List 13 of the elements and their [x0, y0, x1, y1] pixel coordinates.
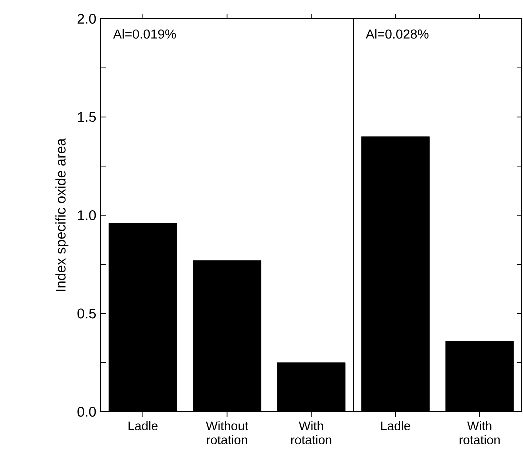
x-tick-label: Without rotation	[206, 421, 248, 445]
annotation: Al=0.028%	[366, 29, 429, 39]
x-tick-label: Ladle	[381, 421, 410, 431]
x-tick-label: With rotation	[291, 421, 332, 445]
y-tick-label: 0.0	[78, 407, 96, 417]
y-tick-label: 1.5	[78, 112, 96, 122]
y-tick-label: 0.5	[78, 308, 96, 319]
x-tick-label: Ladle	[128, 421, 158, 431]
x-tick-label: With rotation	[460, 421, 500, 445]
y-tick-label: 1.0	[78, 210, 96, 220]
annotation: Al=0.019%	[113, 29, 176, 39]
y-tick-label: 2.0	[78, 14, 96, 24]
y-axis-title: Index specific oxide area	[56, 138, 69, 292]
